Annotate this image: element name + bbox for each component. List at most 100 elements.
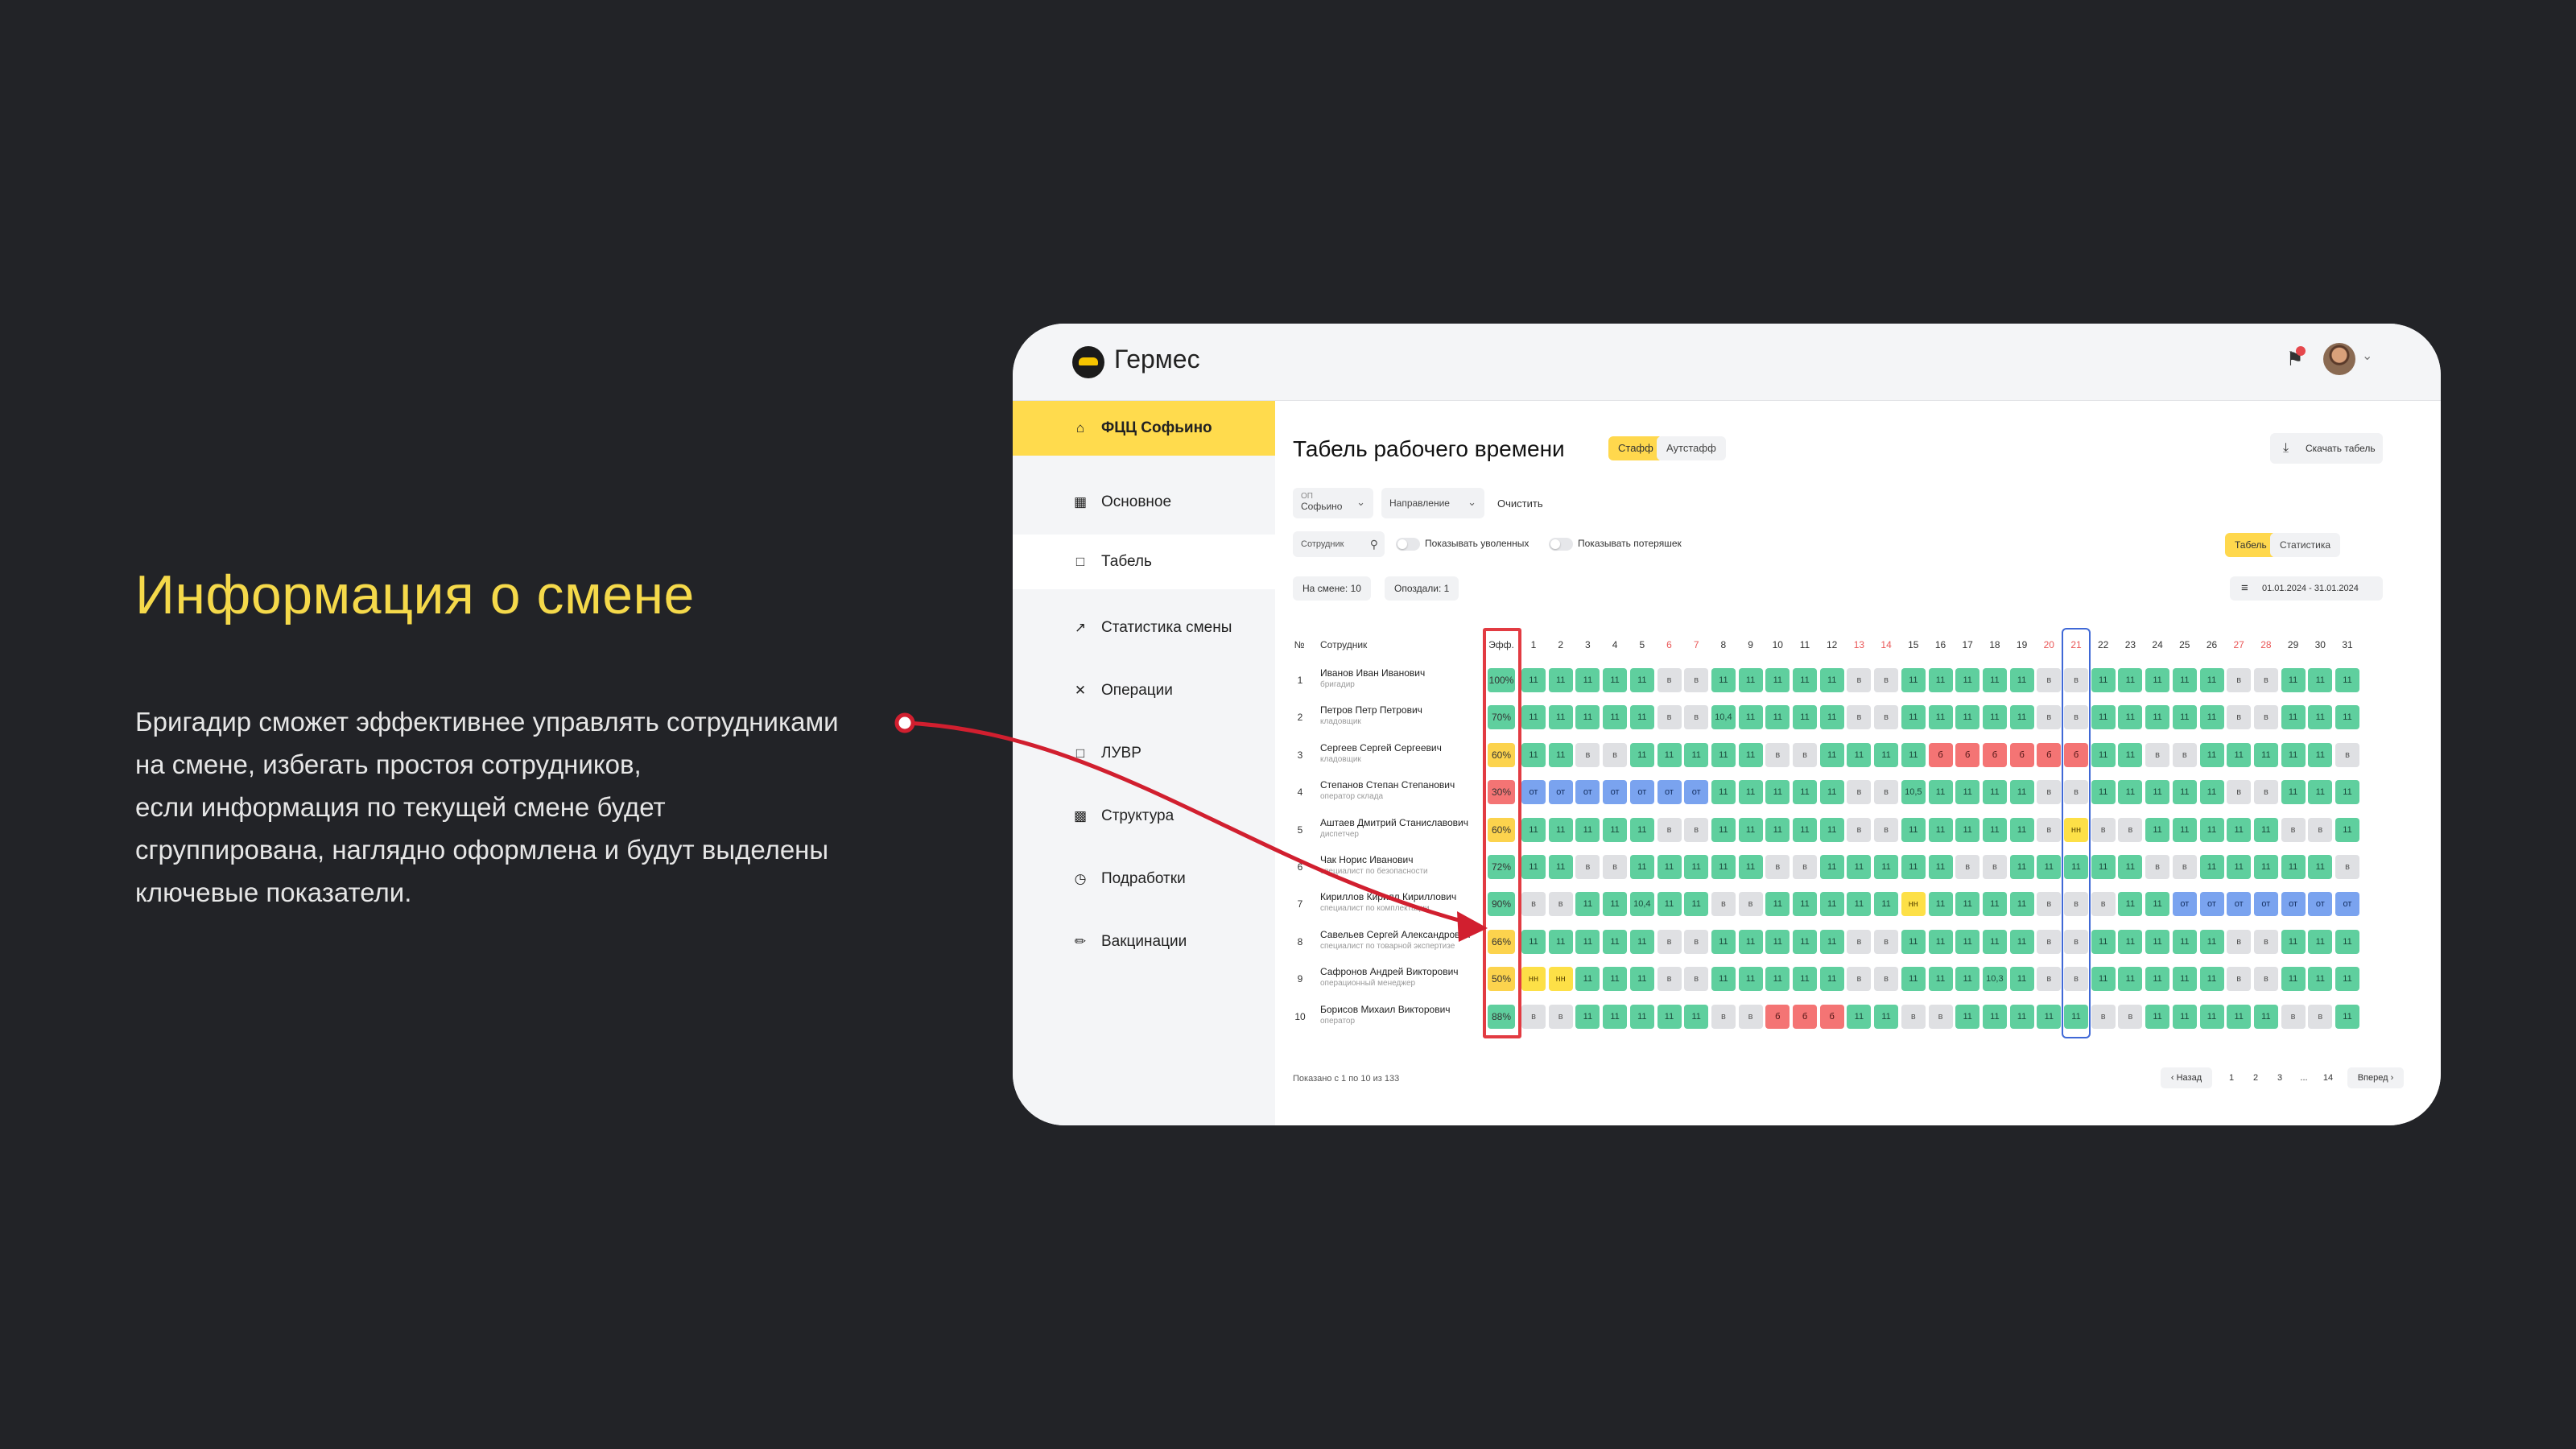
shift-cell[interactable]: 11 <box>2281 929 2306 954</box>
shift-cell[interactable]: в <box>1521 1004 1546 1029</box>
shift-cell[interactable]: 11 <box>1982 705 2007 730</box>
employee-name[interactable]: Петров Петр Петрович <box>1320 704 1422 716</box>
shift-cell[interactable]: от <box>1629 780 1654 805</box>
shift-cell[interactable]: 11 <box>1603 817 1628 842</box>
shift-cell[interactable]: 11 <box>2091 705 2116 730</box>
shift-cell[interactable]: в <box>1711 1004 1736 1029</box>
shift-cell[interactable]: 10,3 <box>1982 967 2007 992</box>
shift-cell[interactable]: 11 <box>1928 780 1953 805</box>
shift-cell[interactable]: 11 <box>2118 742 2143 767</box>
shift-cell[interactable]: 11 <box>1901 817 1926 842</box>
shift-cell[interactable]: 11 <box>1847 855 1872 879</box>
day-header[interactable]: 21 <box>2070 639 2082 650</box>
day-header[interactable]: 18 <box>1989 639 2000 650</box>
shift-cell[interactable]: в <box>1711 892 1736 917</box>
shift-cell[interactable]: 11 <box>1629 967 1654 992</box>
shift-cell[interactable]: 11 <box>1847 742 1872 767</box>
shift-cell[interactable]: 11 <box>1928 668 1953 692</box>
shift-cell[interactable]: б <box>1982 742 2007 767</box>
shift-cell[interactable]: 11 <box>2281 705 2306 730</box>
shift-cell[interactable]: 11 <box>1684 855 1709 879</box>
shift-cell[interactable]: 11 <box>1901 855 1926 879</box>
shift-cell[interactable]: от <box>1575 780 1600 805</box>
shift-cell[interactable]: б <box>1819 1004 1844 1029</box>
shift-cell[interactable]: 11 <box>1955 668 1980 692</box>
shift-cell[interactable]: 11 <box>2009 780 2034 805</box>
shift-cell[interactable]: 11 <box>1738 742 1763 767</box>
sidebar-item-vaccinations[interactable]: ✏ Вакцинации <box>1013 914 1275 969</box>
shift-cell[interactable]: в <box>2118 817 2143 842</box>
table-row[interactable]: 1 Иванов Иван Иванович бригадир 100% 11 11 11 1… <box>1293 663 2388 697</box>
shift-cell[interactable]: 11 <box>1819 705 1844 730</box>
shift-cell[interactable]: 11 <box>2172 1004 2197 1029</box>
sidebar-item-side-jobs[interactable]: ◷ Подработки <box>1013 852 1275 906</box>
shift-cell[interactable]: 11 <box>2145 668 2170 692</box>
shift-cell[interactable]: 11 <box>2199 705 2224 730</box>
shift-cell[interactable]: 11 <box>2335 705 2359 730</box>
shift-cell[interactable]: 11 <box>2172 668 2197 692</box>
shift-cell[interactable]: в <box>1657 929 1682 954</box>
shift-cell[interactable]: в <box>2253 780 2278 805</box>
employee-search-input[interactable]: Сотрудник ⚲ <box>1293 531 1385 557</box>
shift-cell[interactable]: 11 <box>1629 742 1654 767</box>
day-header[interactable]: 30 <box>2314 639 2326 650</box>
shift-cell[interactable]: в <box>1847 705 1872 730</box>
shift-cell[interactable]: 11 <box>1548 705 1573 730</box>
shift-cell[interactable]: 11 <box>2199 929 2224 954</box>
day-header[interactable]: 10 <box>1772 639 1783 650</box>
day-header[interactable]: 16 <box>1934 639 1946 650</box>
shift-cell[interactable]: в <box>1657 967 1682 992</box>
shift-cell[interactable]: 11 <box>1575 668 1600 692</box>
shift-cell[interactable]: 11 <box>1765 892 1790 917</box>
shift-cell[interactable]: 11 <box>2199 855 2224 879</box>
shift-cell[interactable]: 11 <box>2145 929 2170 954</box>
day-header[interactable]: 31 <box>2342 639 2353 650</box>
shift-cell[interactable]: в <box>2227 705 2252 730</box>
shift-cell[interactable]: 11 <box>1711 929 1736 954</box>
shift-cell[interactable]: 11 <box>1711 967 1736 992</box>
shift-cell[interactable]: 11 <box>2199 668 2224 692</box>
pagination-next[interactable]: Вперед › <box>2347 1067 2404 1088</box>
shift-cell[interactable]: 11 <box>1765 929 1790 954</box>
shift-cell[interactable]: 11 <box>1765 817 1790 842</box>
shift-cell[interactable]: от <box>1548 780 1573 805</box>
table-row[interactable]: 2 Петров Петр Петрович кладовщик 70% 11 11 11 1… <box>1293 700 2388 734</box>
shift-cell[interactable]: в <box>2064 705 2088 730</box>
shift-cell[interactable]: б <box>1955 742 1980 767</box>
shift-cell[interactable]: 11 <box>1819 817 1844 842</box>
shift-cell[interactable]: в <box>1684 817 1709 842</box>
shift-cell[interactable]: 11 <box>1684 1004 1709 1029</box>
shift-cell[interactable]: 11 <box>2335 967 2359 992</box>
shift-cell[interactable]: 11 <box>1901 705 1926 730</box>
pagination-page[interactable]: 2 <box>2252 1073 2259 1083</box>
table-row[interactable]: 3 Сергеев Сергей Сергеевич кладовщик 60% 11 1… <box>1293 738 2388 772</box>
shift-cell[interactable]: 11 <box>2172 817 2197 842</box>
shift-cell[interactable]: в <box>2118 1004 2143 1029</box>
employee-name[interactable]: Степанов Степан Степанович <box>1320 779 1455 791</box>
shift-cell[interactable]: в <box>1847 668 1872 692</box>
shift-cell[interactable]: 11 <box>1657 742 1682 767</box>
day-header[interactable]: 11 <box>1799 639 1810 650</box>
shift-cell[interactable]: 11 <box>1982 929 2007 954</box>
shift-cell[interactable]: 11 <box>2199 967 2224 992</box>
shift-cell[interactable]: 11 <box>1738 817 1763 842</box>
shift-cell[interactable]: нн <box>1521 967 1546 992</box>
shift-cell[interactable]: 11 <box>1603 967 1628 992</box>
shift-cell[interactable]: от <box>1684 780 1709 805</box>
shift-cell[interactable]: 11 <box>1955 1004 1980 1029</box>
shift-cell[interactable]: в <box>2091 892 2116 917</box>
shift-cell[interactable]: 11 <box>2199 1004 2224 1029</box>
shift-cell[interactable]: 11 <box>1738 967 1763 992</box>
shift-cell[interactable]: 11 <box>2227 742 2252 767</box>
late-badge[interactable]: Опоздали: 1 <box>1385 576 1459 601</box>
tab-staff[interactable]: Стафф <box>1608 436 1663 460</box>
shift-cell[interactable]: 10,4 <box>1629 892 1654 917</box>
shift-cell[interactable]: 11 <box>2037 1004 2062 1029</box>
shift-cell[interactable]: 11 <box>2308 668 2333 692</box>
shift-cell[interactable]: 11 <box>1955 780 1980 805</box>
shift-cell[interactable]: в <box>1657 817 1682 842</box>
shift-cell[interactable]: 11 <box>2118 892 2143 917</box>
shift-cell[interactable]: 11 <box>1575 967 1600 992</box>
shift-cell[interactable]: 11 <box>1738 668 1763 692</box>
shift-cell[interactable]: 11 <box>1521 817 1546 842</box>
